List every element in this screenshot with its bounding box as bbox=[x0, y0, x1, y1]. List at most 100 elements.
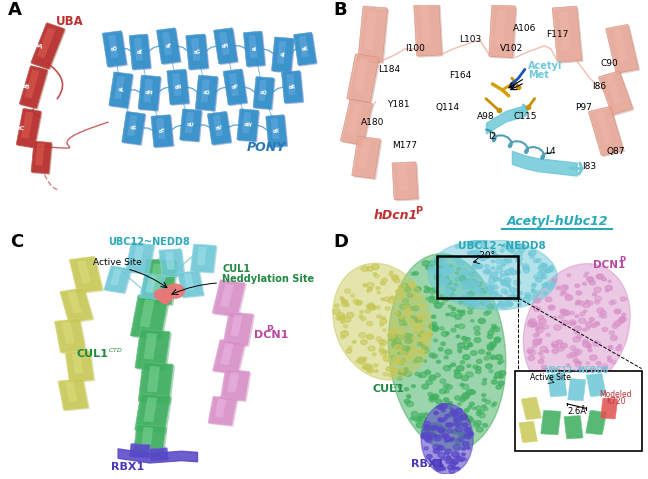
Circle shape bbox=[616, 347, 621, 351]
Circle shape bbox=[404, 371, 411, 376]
Circle shape bbox=[434, 434, 437, 437]
FancyBboxPatch shape bbox=[127, 115, 137, 137]
Circle shape bbox=[458, 432, 466, 437]
Circle shape bbox=[383, 350, 388, 354]
Circle shape bbox=[437, 283, 442, 285]
Circle shape bbox=[484, 408, 488, 411]
Circle shape bbox=[397, 376, 402, 380]
Circle shape bbox=[369, 303, 374, 307]
Circle shape bbox=[596, 372, 601, 376]
FancyBboxPatch shape bbox=[141, 274, 167, 301]
Circle shape bbox=[358, 357, 364, 362]
Circle shape bbox=[506, 246, 513, 251]
FancyBboxPatch shape bbox=[133, 424, 165, 458]
Circle shape bbox=[429, 397, 435, 402]
Text: Acetyl: Acetyl bbox=[528, 61, 562, 71]
Circle shape bbox=[487, 344, 494, 349]
Circle shape bbox=[494, 294, 502, 300]
Circle shape bbox=[538, 339, 542, 341]
FancyBboxPatch shape bbox=[191, 244, 216, 273]
Circle shape bbox=[455, 396, 461, 400]
Circle shape bbox=[487, 346, 493, 351]
Circle shape bbox=[409, 283, 416, 288]
Text: V102: V102 bbox=[500, 44, 524, 53]
Text: DCN1: DCN1 bbox=[254, 330, 288, 340]
Circle shape bbox=[586, 362, 590, 365]
Circle shape bbox=[442, 274, 445, 276]
Circle shape bbox=[492, 402, 496, 405]
Circle shape bbox=[435, 300, 439, 303]
Circle shape bbox=[500, 360, 504, 363]
Circle shape bbox=[438, 274, 443, 277]
Circle shape bbox=[450, 288, 456, 292]
Circle shape bbox=[541, 274, 547, 279]
Circle shape bbox=[391, 351, 395, 354]
Circle shape bbox=[410, 417, 414, 420]
Circle shape bbox=[491, 250, 496, 253]
FancyBboxPatch shape bbox=[215, 29, 238, 65]
Circle shape bbox=[414, 328, 421, 332]
Circle shape bbox=[413, 349, 419, 353]
Circle shape bbox=[421, 332, 429, 338]
Circle shape bbox=[406, 336, 413, 342]
Circle shape bbox=[461, 296, 469, 301]
FancyBboxPatch shape bbox=[393, 163, 420, 201]
Circle shape bbox=[480, 288, 487, 294]
FancyBboxPatch shape bbox=[223, 69, 247, 105]
FancyBboxPatch shape bbox=[140, 364, 175, 404]
Circle shape bbox=[339, 317, 344, 320]
Circle shape bbox=[332, 309, 340, 314]
Circle shape bbox=[601, 277, 607, 281]
Circle shape bbox=[420, 372, 426, 377]
Circle shape bbox=[434, 465, 440, 469]
Circle shape bbox=[578, 367, 585, 373]
Circle shape bbox=[548, 372, 553, 375]
Circle shape bbox=[545, 269, 551, 273]
Circle shape bbox=[551, 343, 555, 346]
Circle shape bbox=[607, 356, 611, 359]
Circle shape bbox=[534, 275, 539, 279]
Circle shape bbox=[446, 281, 452, 285]
Circle shape bbox=[440, 327, 444, 330]
Text: C90: C90 bbox=[600, 59, 618, 68]
FancyBboxPatch shape bbox=[35, 143, 45, 166]
Circle shape bbox=[419, 304, 424, 308]
Circle shape bbox=[468, 342, 472, 345]
Text: αX: αX bbox=[273, 128, 280, 134]
Circle shape bbox=[413, 272, 419, 275]
Circle shape bbox=[414, 417, 421, 422]
Circle shape bbox=[340, 297, 343, 299]
FancyBboxPatch shape bbox=[599, 71, 632, 114]
Text: UBC12~NEDD8: UBC12~NEDD8 bbox=[108, 238, 191, 247]
Circle shape bbox=[452, 429, 458, 434]
Circle shape bbox=[536, 258, 541, 262]
Text: $^{CTD}$: $^{CTD}$ bbox=[108, 348, 123, 357]
Circle shape bbox=[454, 373, 462, 378]
Circle shape bbox=[494, 279, 497, 281]
Circle shape bbox=[381, 298, 384, 300]
Circle shape bbox=[415, 357, 422, 362]
Circle shape bbox=[465, 433, 472, 438]
Circle shape bbox=[567, 274, 571, 277]
Circle shape bbox=[474, 264, 479, 268]
Circle shape bbox=[428, 324, 435, 328]
Circle shape bbox=[550, 266, 553, 269]
FancyBboxPatch shape bbox=[271, 118, 279, 139]
Text: RBX1: RBX1 bbox=[111, 461, 144, 471]
Circle shape bbox=[380, 352, 387, 356]
Circle shape bbox=[414, 287, 421, 292]
FancyBboxPatch shape bbox=[220, 284, 233, 307]
Circle shape bbox=[445, 267, 450, 271]
FancyBboxPatch shape bbox=[71, 257, 104, 294]
Circle shape bbox=[426, 265, 433, 270]
Circle shape bbox=[548, 267, 554, 272]
Circle shape bbox=[491, 356, 494, 359]
Circle shape bbox=[398, 352, 401, 354]
Circle shape bbox=[570, 311, 574, 315]
FancyBboxPatch shape bbox=[353, 138, 382, 180]
Circle shape bbox=[491, 324, 496, 328]
Circle shape bbox=[438, 261, 442, 263]
Circle shape bbox=[454, 370, 459, 374]
Circle shape bbox=[499, 375, 503, 378]
Circle shape bbox=[436, 271, 440, 274]
